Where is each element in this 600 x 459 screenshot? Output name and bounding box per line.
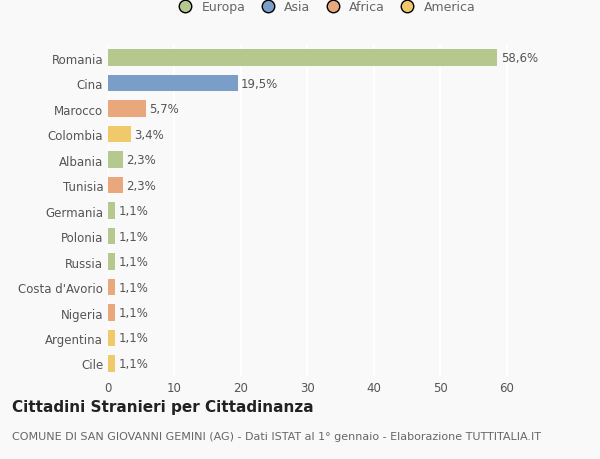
Bar bbox=[108, 178, 123, 194]
Text: 1,1%: 1,1% bbox=[119, 256, 149, 269]
Bar bbox=[108, 101, 146, 118]
Text: 19,5%: 19,5% bbox=[241, 78, 278, 90]
Text: 2,3%: 2,3% bbox=[127, 179, 157, 192]
Bar bbox=[108, 76, 238, 92]
Text: Cittadini Stranieri per Cittadinanza: Cittadini Stranieri per Cittadinanza bbox=[12, 399, 314, 414]
Bar bbox=[108, 127, 131, 143]
Bar bbox=[108, 330, 115, 347]
Bar bbox=[108, 279, 115, 296]
Text: 1,1%: 1,1% bbox=[119, 332, 149, 345]
Bar bbox=[108, 203, 115, 219]
Text: 1,1%: 1,1% bbox=[119, 281, 149, 294]
Text: COMUNE DI SAN GIOVANNI GEMINI (AG) - Dati ISTAT al 1° gennaio - Elaborazione TUT: COMUNE DI SAN GIOVANNI GEMINI (AG) - Dat… bbox=[12, 431, 541, 442]
Bar bbox=[108, 355, 115, 372]
Text: 1,1%: 1,1% bbox=[119, 230, 149, 243]
Bar bbox=[108, 152, 123, 168]
Text: 1,1%: 1,1% bbox=[119, 306, 149, 319]
Bar bbox=[108, 228, 115, 245]
Text: 3,4%: 3,4% bbox=[134, 129, 164, 141]
Legend: Europa, Asia, Africa, America: Europa, Asia, Africa, America bbox=[167, 0, 481, 19]
Text: 5,7%: 5,7% bbox=[149, 103, 179, 116]
Bar bbox=[108, 305, 115, 321]
Text: 1,1%: 1,1% bbox=[119, 205, 149, 218]
Text: 2,3%: 2,3% bbox=[127, 154, 157, 167]
Text: 1,1%: 1,1% bbox=[119, 357, 149, 370]
Bar bbox=[108, 50, 497, 67]
Bar bbox=[108, 254, 115, 270]
Text: 58,6%: 58,6% bbox=[501, 52, 538, 65]
